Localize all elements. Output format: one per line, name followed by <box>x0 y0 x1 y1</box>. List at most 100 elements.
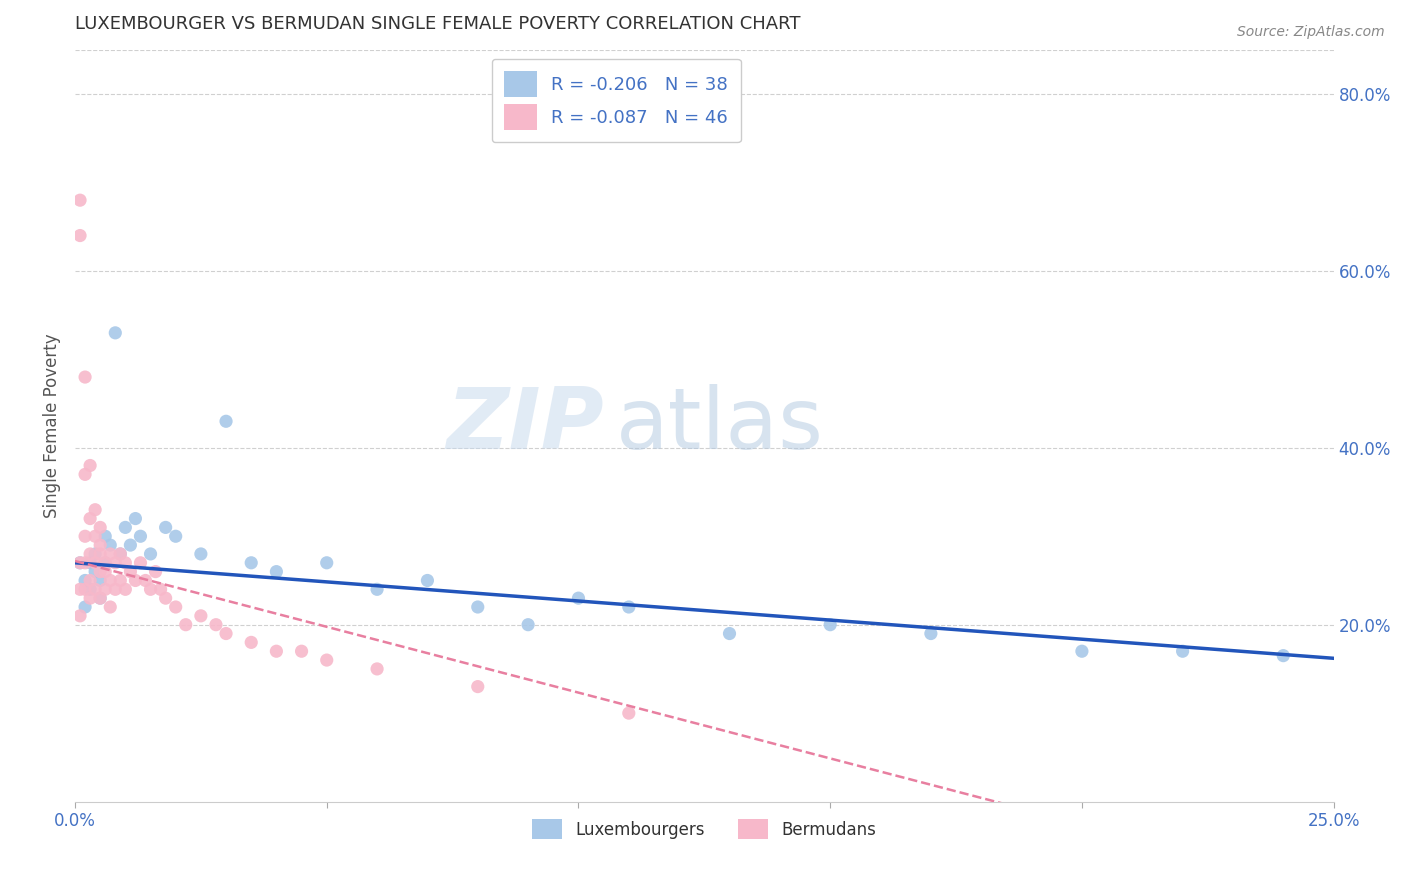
Point <box>89 547 111 561</box>
Point <box>75 574 97 588</box>
Point <box>920 626 942 640</box>
Point <box>89 565 111 579</box>
Point <box>617 706 640 720</box>
Point <box>89 538 111 552</box>
Point <box>149 582 172 597</box>
Point <box>174 617 197 632</box>
Point <box>1272 648 1295 663</box>
Point <box>617 600 640 615</box>
Point <box>114 582 136 597</box>
Text: atlas: atlas <box>616 384 824 467</box>
Point <box>104 326 127 340</box>
Point <box>240 556 263 570</box>
Point <box>98 538 121 552</box>
Point <box>84 565 107 579</box>
Point <box>155 520 177 534</box>
Point <box>120 565 142 579</box>
Point <box>84 582 107 597</box>
Point <box>94 556 117 570</box>
Point <box>69 608 91 623</box>
Point <box>129 529 152 543</box>
Point <box>120 538 142 552</box>
Text: ZIP: ZIP <box>446 384 603 467</box>
Point <box>114 520 136 534</box>
Point <box>416 574 439 588</box>
Point <box>110 547 132 561</box>
Legend: Luxembourgers, Bermudans: Luxembourgers, Bermudans <box>526 813 883 846</box>
Point <box>84 502 107 516</box>
Point <box>75 529 97 543</box>
Point <box>145 565 167 579</box>
Point <box>84 547 107 561</box>
Point <box>69 193 91 207</box>
Point <box>104 556 127 570</box>
Point <box>129 556 152 570</box>
Point <box>89 574 111 588</box>
Point <box>69 582 91 597</box>
Point <box>124 511 146 525</box>
Point <box>718 626 741 640</box>
Point <box>114 556 136 570</box>
Point <box>139 582 162 597</box>
Point <box>89 591 111 606</box>
Point <box>84 556 107 570</box>
Point <box>79 556 101 570</box>
Text: Source: ZipAtlas.com: Source: ZipAtlas.com <box>1237 25 1385 39</box>
Point <box>467 600 489 615</box>
Point <box>1070 644 1092 658</box>
Point <box>69 556 91 570</box>
Point <box>165 529 187 543</box>
Point <box>94 556 117 570</box>
Point <box>134 574 156 588</box>
Point <box>75 582 97 597</box>
Point <box>124 574 146 588</box>
Point <box>69 556 91 570</box>
Point <box>104 582 127 597</box>
Point <box>79 458 101 473</box>
Point <box>366 582 388 597</box>
Point <box>79 574 101 588</box>
Point <box>110 547 132 561</box>
Point <box>190 608 212 623</box>
Point <box>79 591 101 606</box>
Point <box>94 565 117 579</box>
Point <box>75 600 97 615</box>
Point <box>98 547 121 561</box>
Point <box>98 574 121 588</box>
Point <box>315 653 337 667</box>
Point <box>290 644 312 658</box>
Point <box>215 626 238 640</box>
Point <box>266 644 288 658</box>
Point <box>84 529 107 543</box>
Point <box>94 529 117 543</box>
Point <box>205 617 228 632</box>
Point <box>79 582 101 597</box>
Text: LUXEMBOURGER VS BERMUDAN SINGLE FEMALE POVERTY CORRELATION CHART: LUXEMBOURGER VS BERMUDAN SINGLE FEMALE P… <box>75 15 800 33</box>
Point <box>155 591 177 606</box>
Point <box>89 520 111 534</box>
Y-axis label: Single Female Poverty: Single Female Poverty <box>44 334 60 518</box>
Point <box>467 680 489 694</box>
Point <box>266 565 288 579</box>
Point <box>89 591 111 606</box>
Point <box>517 617 540 632</box>
Point <box>75 556 97 570</box>
Point <box>98 600 121 615</box>
Point <box>567 591 589 606</box>
Point <box>69 228 91 243</box>
Point <box>139 547 162 561</box>
Point <box>79 511 101 525</box>
Point <box>79 547 101 561</box>
Point <box>315 556 337 570</box>
Point <box>366 662 388 676</box>
Point <box>75 467 97 482</box>
Point <box>75 370 97 384</box>
Point <box>215 414 238 428</box>
Point <box>818 617 841 632</box>
Point <box>94 582 117 597</box>
Point <box>1171 644 1194 658</box>
Point <box>240 635 263 649</box>
Point <box>190 547 212 561</box>
Point <box>110 574 132 588</box>
Point <box>165 600 187 615</box>
